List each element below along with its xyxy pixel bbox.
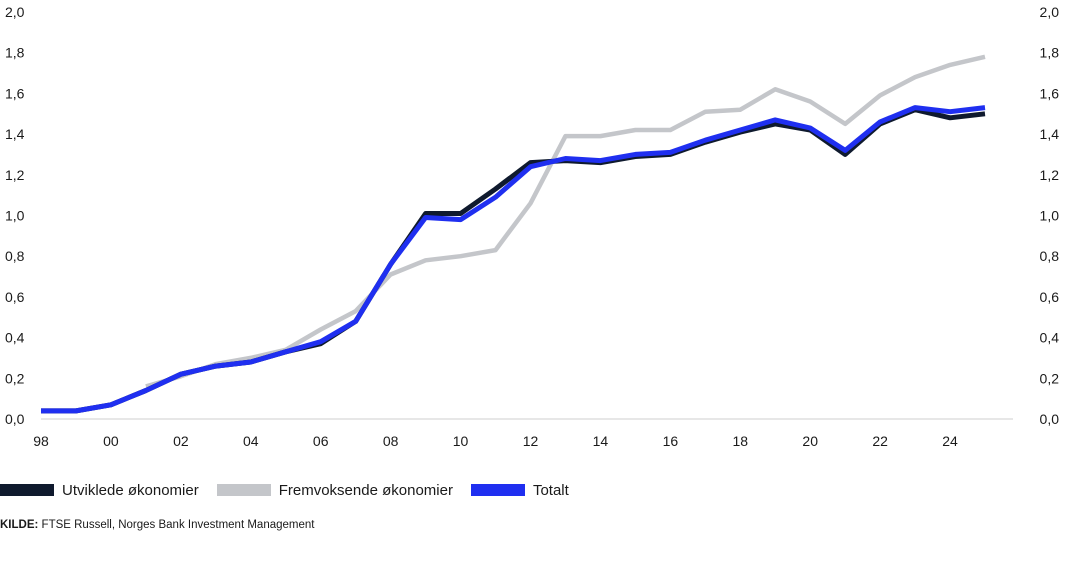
- y-tick-label-left: 2,0: [5, 4, 25, 20]
- y-tick-label-left: 1,4: [5, 126, 25, 142]
- x-tick-label: 08: [383, 433, 399, 449]
- legend-item-emerging: Fremvoksende økonomier: [216, 481, 453, 499]
- line-chart: 0,0 0,2 0,4 0,6 0,8 1,0 1,2 1,4 1,6 1,8 2,0 0,0 0,2…: [5, 4, 1060, 449]
- series-line-developed: [41, 107, 986, 414]
- legend-label-developed: Utviklede økonomier: [62, 481, 199, 499]
- source-label: KILDE:: [0, 519, 39, 531]
- y-tick-label-right: 1,2: [1040, 167, 1060, 183]
- y-tick-label-right: 1,8: [1040, 45, 1060, 61]
- y-tick-label-right: 1,6: [1040, 85, 1060, 101]
- y-tick-label-right: 0,0: [1040, 411, 1060, 427]
- legend-label-total: Totalt: [532, 481, 569, 499]
- legend-item-total: Totalt: [470, 481, 569, 499]
- y-tick-label-left: 0,6: [5, 289, 25, 305]
- y-tick-label-right: 1,4: [1040, 126, 1060, 142]
- legend-label-emerging: Fremvoksende økonomier: [278, 481, 453, 499]
- x-tick-label: 18: [732, 433, 748, 449]
- series-line-emerging: [145, 54, 986, 389]
- y-tick-label-right: 0,6: [1040, 289, 1060, 305]
- x-tick-label: 20: [802, 433, 818, 449]
- x-tick-label: 10: [453, 433, 469, 449]
- y-tick-label-left: 0,4: [5, 330, 25, 346]
- y-tick-label-left: 0,8: [5, 248, 25, 264]
- y-tick-label-right: 0,4: [1040, 330, 1060, 346]
- source-note: KILDE: FTSE Russell, Norges Bank Investm…: [0, 519, 314, 531]
- x-tick-label: 04: [243, 433, 259, 449]
- legend-swatch-developed: [0, 484, 54, 496]
- y-tick-label-left: 1,8: [5, 45, 25, 61]
- y-axis-right: 0,0 0,2 0,4 0,6 0,8 1,0 1,2 1,4 1,6 1,8 2,0: [1040, 4, 1060, 427]
- x-tick-label: 02: [173, 433, 189, 449]
- x-axis-labels: 98 00 02 04 06 08 10 12 14 16 18 20 22 24: [33, 433, 958, 449]
- x-tick-label: 16: [663, 433, 679, 449]
- series-lines: [41, 54, 986, 414]
- legend-swatch-total: [470, 484, 525, 496]
- legend-swatch-emerging: [216, 484, 271, 496]
- legend-item-developed: Utviklede økonomier: [0, 482, 199, 499]
- y-tick-label-right: 0,8: [1040, 248, 1060, 264]
- y-tick-label-right: 1,0: [1040, 208, 1060, 224]
- x-tick-label: 24: [942, 433, 958, 449]
- y-tick-label-left: 1,0: [5, 208, 25, 224]
- y-tick-label-left: 1,6: [5, 85, 25, 101]
- x-tick-label: 12: [523, 433, 539, 449]
- x-tick-label: 98: [33, 433, 49, 449]
- source-text: FTSE Russell, Norges Bank Investment Man…: [38, 519, 315, 531]
- x-tick-label: 14: [593, 433, 609, 449]
- legend: Utviklede økonomier Fremvoksende økonomi…: [0, 480, 587, 500]
- series-line-total: [41, 105, 986, 414]
- x-tick-label: 00: [103, 433, 119, 449]
- x-tick-label: 06: [313, 433, 329, 449]
- y-tick-label-right: 2,0: [1040, 4, 1060, 20]
- y-tick-label-left: 1,2: [5, 167, 25, 183]
- y-tick-label-left: 0,0: [5, 411, 25, 427]
- x-tick-label: 22: [872, 433, 888, 449]
- y-tick-label-left: 0,2: [5, 370, 25, 386]
- y-axis-left: 0,0 0,2 0,4 0,6 0,8 1,0 1,2 1,4 1,6 1,8 2,0: [5, 4, 25, 427]
- y-tick-label-right: 0,2: [1040, 370, 1060, 386]
